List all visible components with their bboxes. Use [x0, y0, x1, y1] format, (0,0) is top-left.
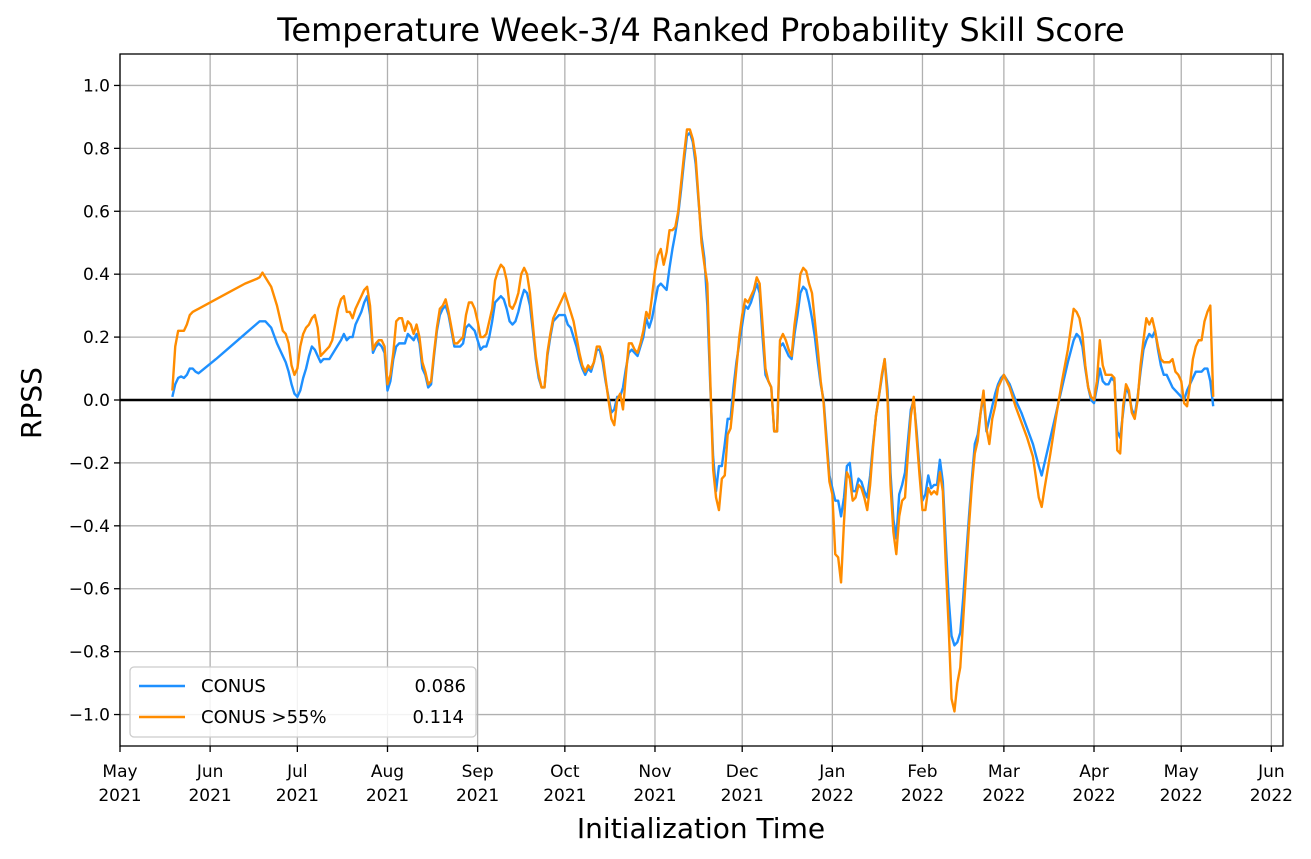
chart-title: Temperature Week-3/4 Ranked Probability …	[276, 11, 1124, 49]
x-tick-label-month: Feb	[907, 762, 937, 782]
x-tick-label-month: Jan	[818, 762, 845, 782]
y-tick-label: −0.4	[69, 517, 110, 537]
x-tick-label-year: 2022	[1072, 786, 1115, 806]
x-tick-label-month: Jun	[1257, 762, 1285, 782]
x-tick-label-month: Nov	[638, 762, 671, 782]
x-tick-label-year: 2021	[456, 786, 499, 806]
series-line-conus-55	[171, 128, 1215, 713]
legend-value-conus-55: 0.114	[412, 707, 464, 728]
y-tick-label: −0.6	[69, 580, 110, 600]
y-tick-label: 0.2	[83, 328, 110, 348]
x-tick-label-year: 2021	[276, 786, 319, 806]
x-tick-label-year: 2022	[982, 786, 1025, 806]
x-tick-label-year: 2021	[98, 786, 141, 806]
axis-ticks: 1.0 0.8 0.6 0.4 0.2 0.0 −0.2 −0.4 −0.6 −0.8 −1.0 Ma…	[69, 76, 1293, 806]
legend-box	[129, 666, 477, 738]
x-tick-label-year: 2022	[811, 786, 854, 806]
legend-label-conus-55: CONUS >55%	[201, 707, 327, 728]
x-tick-label-year: 2021	[633, 786, 676, 806]
y-tick-label: 1.0	[83, 76, 110, 96]
series-lines	[171, 128, 1215, 713]
x-tick-label-month: Aug	[371, 762, 404, 782]
y-tick-label: 0.4	[83, 265, 110, 285]
x-axis-title: Initialization Time	[577, 812, 825, 845]
legend-value-conus: 0.086	[414, 676, 466, 697]
x-tick-label-month: Apr	[1079, 762, 1108, 782]
x-tick-label-year: 2022	[901, 786, 944, 806]
x-tick-label-month: May	[1164, 762, 1199, 782]
x-tick-label-year: 2021	[721, 786, 764, 806]
legend-label-conus: CONUS	[201, 676, 266, 697]
y-tick-label: −0.2	[69, 454, 110, 474]
legend: CONUS 0.086 CONUS >55% 0.114	[129, 666, 477, 738]
x-tick-label-year: 2021	[366, 786, 409, 806]
x-tick-label-month: Oct	[550, 762, 580, 782]
x-tick-label-year: 2022	[1250, 786, 1293, 806]
x-tick-label-month: Sep	[462, 762, 494, 782]
y-tick-label: −0.8	[69, 643, 110, 663]
y-tick-label: −1.0	[69, 706, 110, 726]
x-tick-label-year: 2022	[1160, 786, 1203, 806]
x-tick-label-month: May	[102, 762, 137, 782]
x-tick-label-month: Dec	[726, 762, 759, 782]
x-tick-label-year: 2021	[543, 786, 586, 806]
y-axis-title: RPSS	[15, 367, 48, 439]
y-tick-label: 0.6	[83, 202, 110, 222]
x-tick-label-month: Jul	[286, 762, 308, 782]
x-tick-label-month: Mar	[988, 762, 1020, 782]
x-tick-label-year: 2021	[188, 786, 231, 806]
y-tick-label: 0.8	[83, 139, 110, 159]
y-tick-label: 0.0	[83, 391, 110, 411]
x-tick-label-month: Jun	[196, 762, 224, 782]
